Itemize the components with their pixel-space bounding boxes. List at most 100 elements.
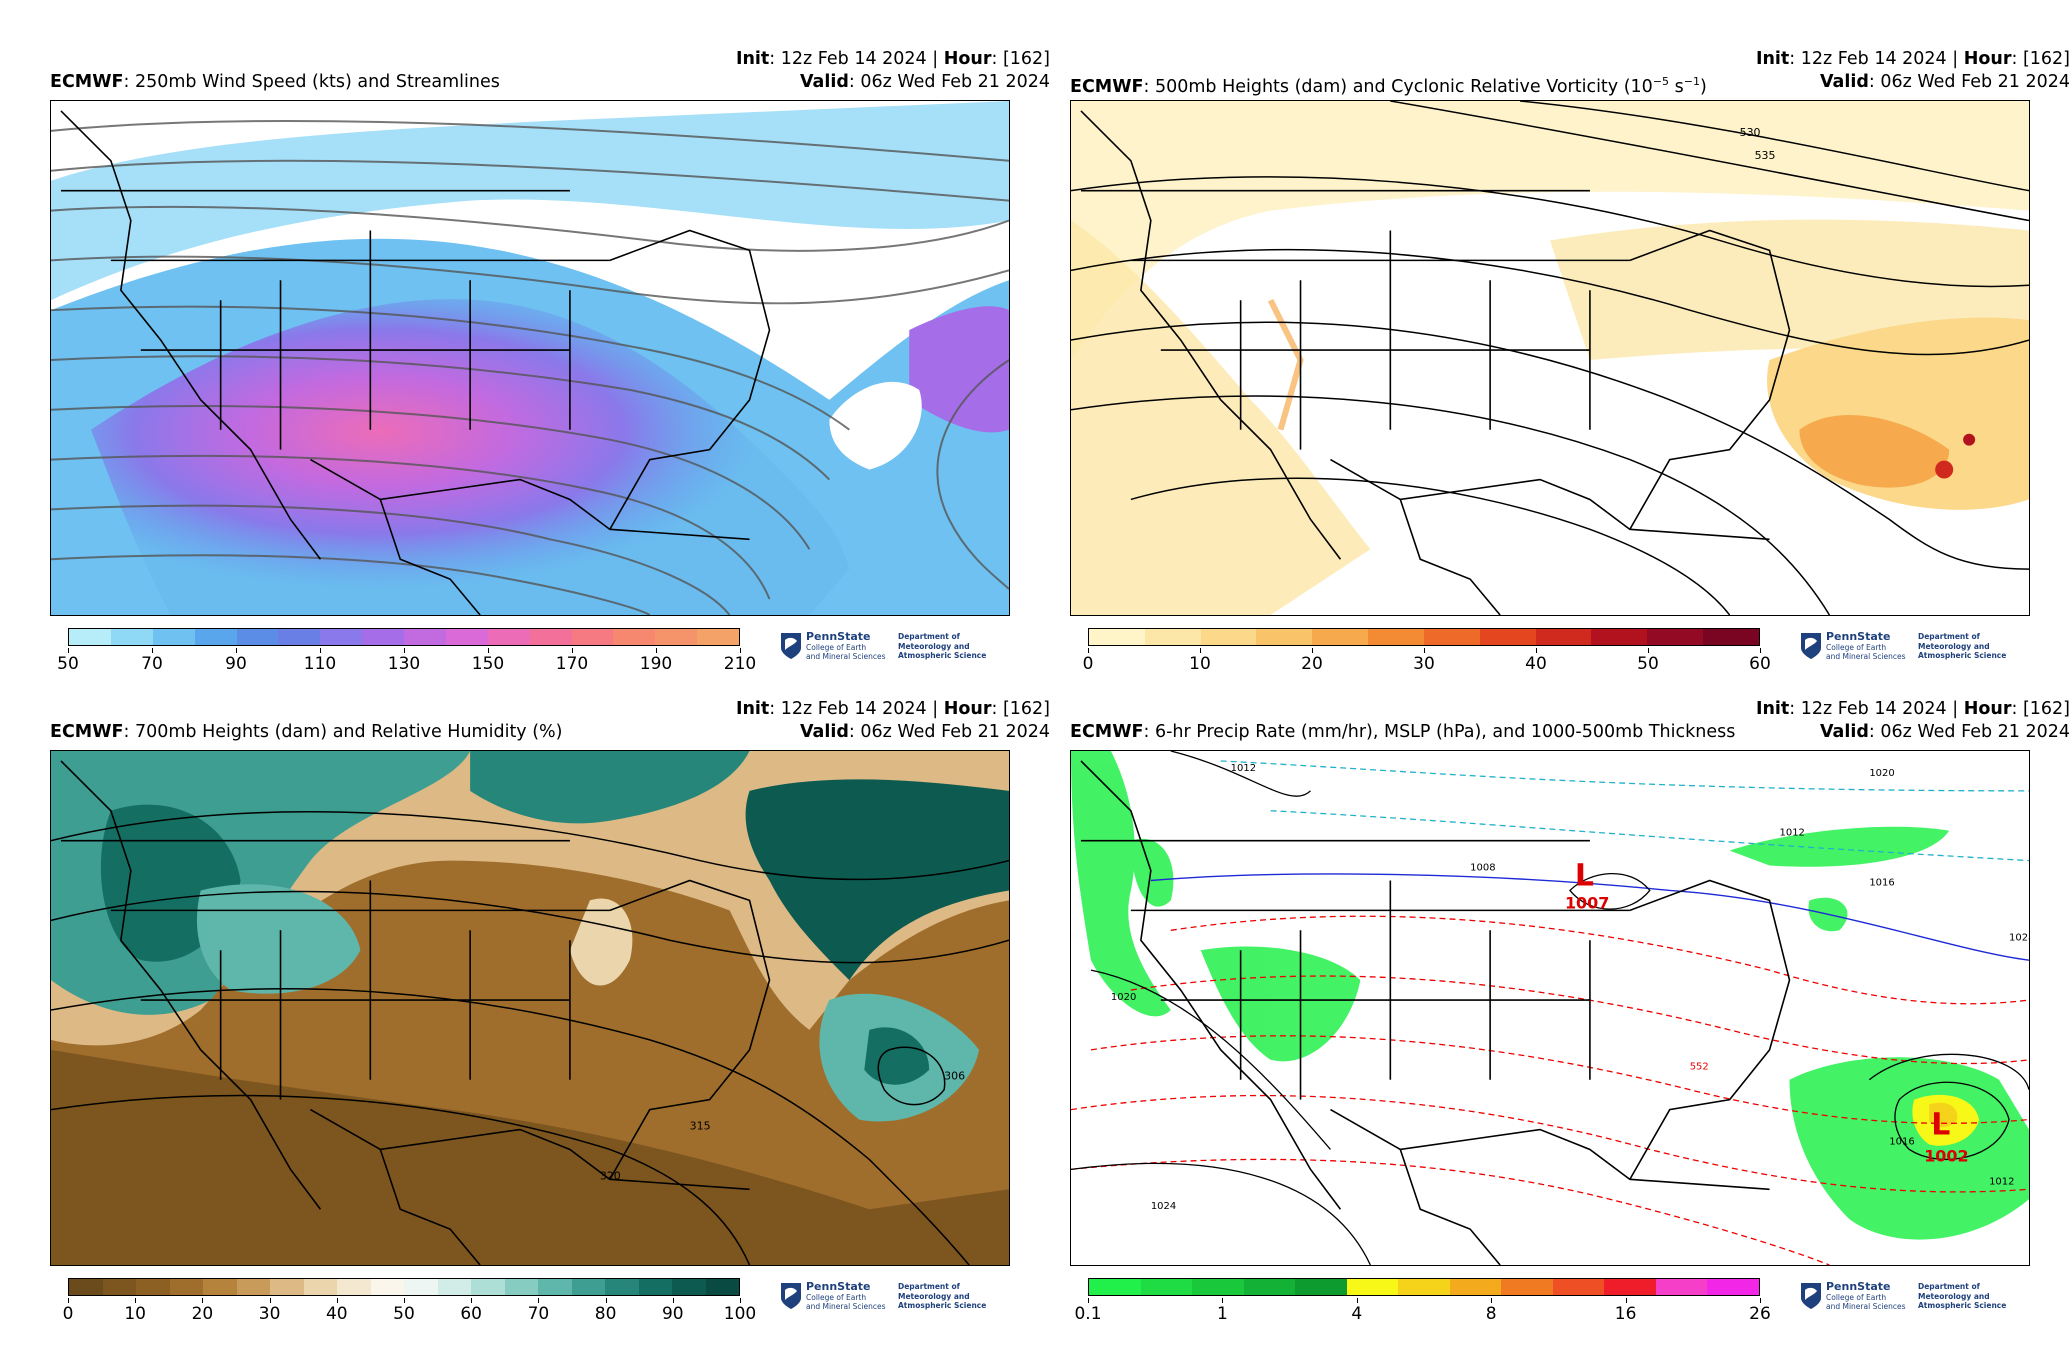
tick-label: 8	[1485, 1304, 1497, 1324]
isobar-label: 1016	[1889, 1136, 1914, 1147]
colorbar-segment	[169, 1279, 203, 1295]
colorbar-segment	[136, 1279, 170, 1295]
tick-mark	[740, 1298, 741, 1303]
map-precip-mslp: L 1007 L 1002 1012 1020 1012 1016 1008 1…	[1070, 750, 2030, 1266]
colorbar-segment	[487, 629, 530, 645]
colorbar-segment	[672, 1279, 706, 1295]
tick-label: 30	[258, 1304, 281, 1324]
colorbar-segment	[1423, 629, 1480, 645]
tick-mark	[1088, 648, 1089, 653]
colorbar-segment	[538, 1279, 572, 1295]
colorbar-segment	[1312, 629, 1369, 645]
colorbar-segment	[529, 629, 572, 645]
colorbar-segment	[504, 1279, 538, 1295]
colorbar-segment	[303, 1279, 337, 1295]
tick-label: 50	[57, 654, 79, 674]
colorbar-segment	[337, 1279, 371, 1295]
colorbar-segment	[1140, 1279, 1193, 1295]
colorbar-segment	[152, 629, 195, 645]
init-line: Init: 12z Feb 14 2024 | Hour: [162]	[1755, 699, 2070, 719]
isobar-label: 1016	[1869, 877, 1894, 888]
colorbar-segment	[370, 1279, 404, 1295]
map-250mb-wind	[50, 100, 1010, 616]
tick-label: 4	[1351, 1304, 1363, 1324]
colorbar-segment	[1479, 629, 1536, 645]
tick-mark	[1088, 1298, 1089, 1303]
panel-precip-mslp: Init: 12z Feb 14 2024 | Hour: [162] ECMW…	[1070, 650, 2070, 1324]
pennstate-logo: PennState College of Earth and Mineral Sc…	[780, 630, 1000, 670]
tick-mark	[1222, 1298, 1224, 1303]
panel-title: ECMWF: 500mb Heights (dam) and Cyclonic …	[1070, 75, 1707, 97]
tick-label: 30	[1413, 654, 1435, 674]
tick-label: 50	[393, 1304, 415, 1324]
logo-department: Department of Meteorology and Atmospheric …	[1918, 632, 2007, 660]
colorbar-segment	[236, 1279, 270, 1295]
tick-mark	[1356, 1298, 1358, 1303]
colorbar-segment	[613, 629, 656, 645]
thickness-contours-warm	[1071, 915, 2029, 1265]
pennstate-shield-icon	[1801, 633, 1821, 659]
tick-label: 70	[141, 654, 163, 674]
colorbar-segment	[278, 629, 321, 645]
tick-label: 16	[1614, 1304, 1637, 1324]
map-700mb-rh: 315 320 306	[50, 750, 1010, 1266]
colorbar-segment	[1200, 629, 1257, 645]
tick-mark	[1491, 1298, 1493, 1303]
valid-line: Valid: 06z Wed Feb 21 2024	[799, 722, 1050, 742]
low-pressure-value: 1007	[1565, 893, 1609, 912]
isobar-label: 1008	[1470, 863, 1495, 874]
colorbar-segment	[110, 629, 153, 645]
panel-title: ECMWF: 250mb Wind Speed (kts) and Stream…	[50, 72, 500, 92]
init-line: Init: 12z Feb 14 2024 | Hour: [162]	[1755, 49, 2070, 69]
colorbar-ticks-rh: 0 10 20 30 40 50 60 70 80 90 100	[63, 1298, 756, 1324]
tick-label: 0	[62, 1304, 74, 1324]
contour-label: 530	[1740, 126, 1761, 139]
panel-250mb: Init: 12z Feb 14 2024 | Hour: [162] ECMW…	[50, 0, 1050, 674]
logo-college: College of Earth and Mineral Sciences	[806, 643, 886, 661]
tick-mark	[152, 648, 153, 653]
pennstate-shield-icon	[781, 633, 801, 659]
logo-university: PennState	[1826, 1280, 1891, 1293]
tick-label: 1	[1216, 1304, 1228, 1324]
wind-speed-map	[51, 101, 1009, 615]
colorbar-segment	[102, 1279, 136, 1295]
colorbar-segment	[1604, 1279, 1656, 1295]
tick-mark	[404, 1298, 405, 1303]
colorbar-segment	[697, 629, 739, 645]
logo-department: Department of Meteorology and Atmospheric …	[1918, 1282, 2007, 1310]
logo-college: College of Earth and Mineral Sciences	[1826, 1293, 1906, 1311]
colorbar-segment	[69, 1279, 103, 1295]
logo-university: PennState	[806, 630, 871, 643]
isobar-label: 1024	[1151, 1201, 1176, 1212]
state-boundaries	[1080, 110, 1791, 615]
isobar-labels: 1012 1020 1012 1016 1008 1020 1024 1016 …	[1111, 763, 2029, 1212]
init-line: Init: 12z Feb 14 2024 | Hour: [162]	[735, 49, 1050, 69]
tick-label: 70	[527, 1304, 550, 1324]
tick-label: 50	[1637, 654, 1659, 674]
thickness-contours-cold	[1220, 760, 2029, 862]
low-pressure-value: 1002	[1924, 1146, 1968, 1165]
logo-university: PennState	[806, 1280, 871, 1293]
colorbar-segment	[236, 629, 279, 645]
colorbar-segment	[571, 629, 614, 645]
colorbar-segment	[270, 1279, 304, 1295]
colorbar-segment	[1295, 1279, 1347, 1295]
panel-title: ECMWF: 6-hr Precip Rate (mm/hr), MSLP (h…	[1070, 722, 1736, 742]
valid-line: Valid: 06z Wed Feb 21 2024	[1819, 722, 2070, 742]
colorbar-ticks-wind: 50 70 90 110 130 150 170 190 210	[57, 648, 756, 674]
colorbar-segment	[1449, 1279, 1502, 1295]
panel-title: ECMWF: 700mb Heights (dam) and Relative …	[50, 722, 563, 742]
tick-label: 10	[1189, 654, 1211, 674]
isobar-label: 1020	[1869, 768, 1894, 779]
colorbar-segment	[1089, 1279, 1141, 1295]
colorbar-segment	[655, 629, 698, 645]
vorticity-map: 530 535	[1071, 101, 2029, 615]
colorbar-segment	[638, 1279, 672, 1295]
tick-label: 60	[460, 1304, 483, 1324]
colorbar-segment	[1655, 1279, 1708, 1295]
tick-mark	[336, 1298, 338, 1303]
colorbar-segment	[1535, 629, 1592, 645]
tick-mark	[202, 1298, 204, 1303]
tick-label: 130	[387, 654, 421, 674]
tick-mark	[1760, 648, 1761, 653]
